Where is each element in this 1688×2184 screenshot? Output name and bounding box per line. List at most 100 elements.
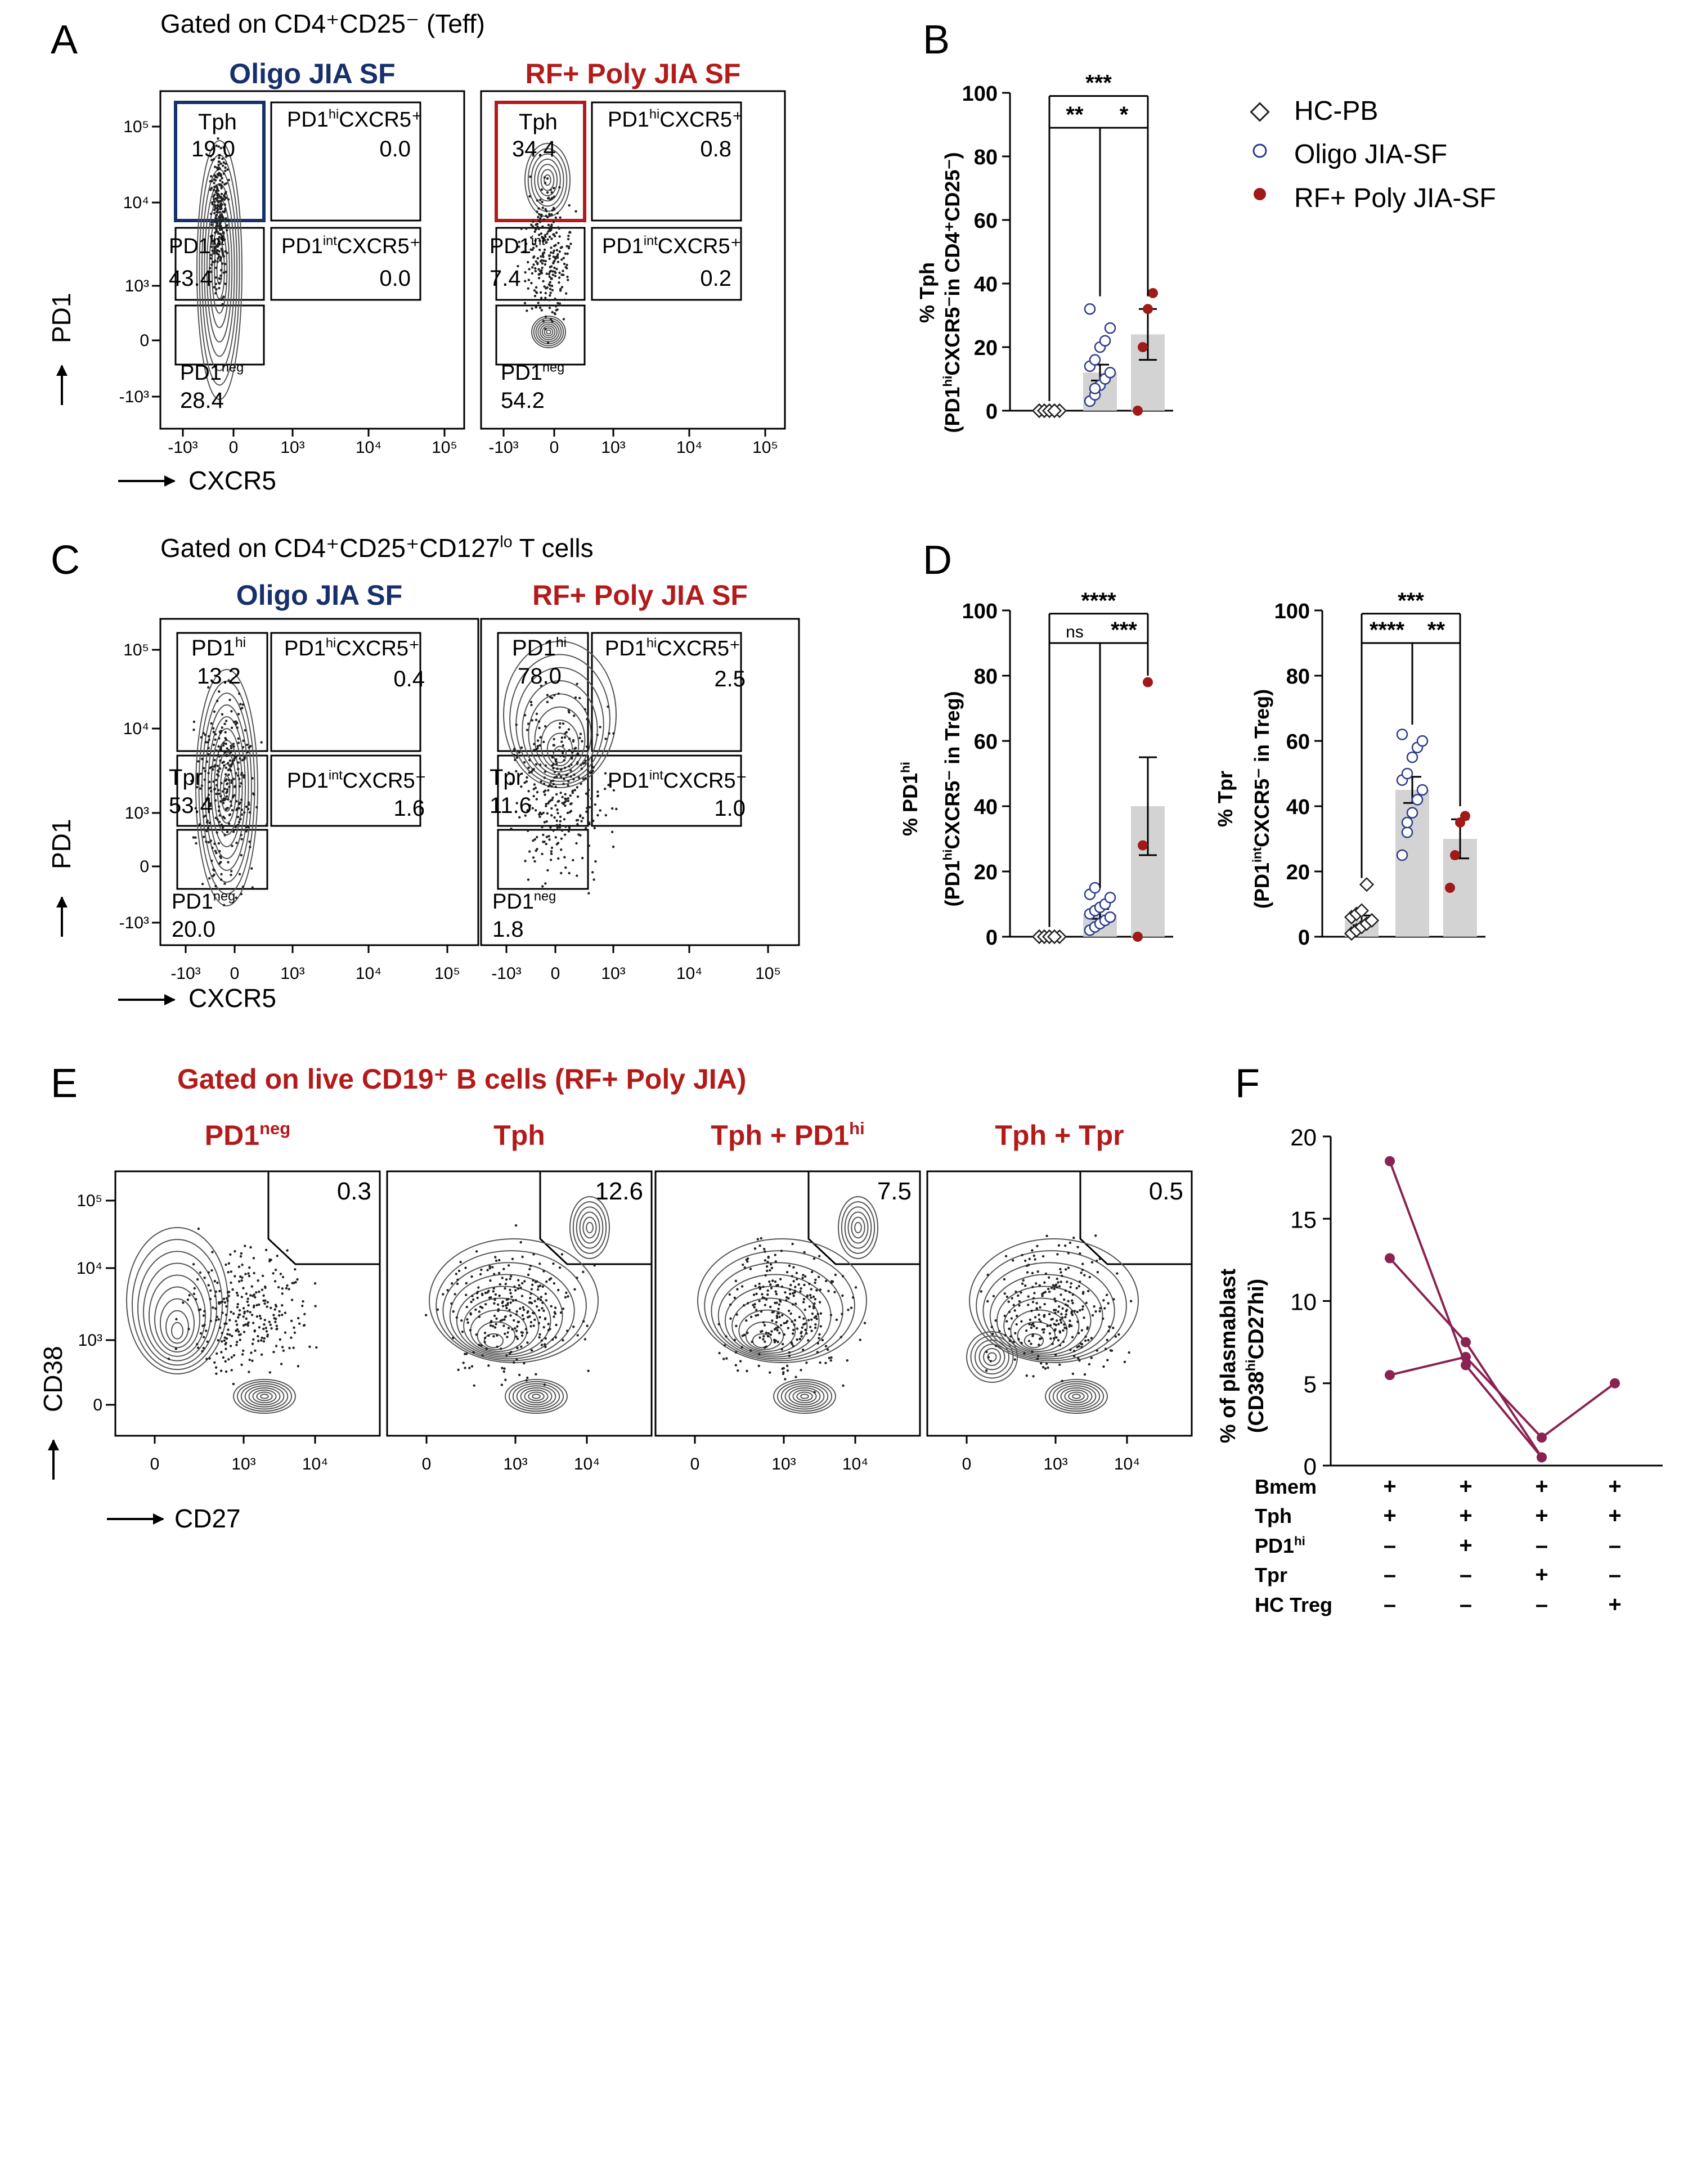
y-tick-label: -10³ xyxy=(119,388,149,406)
event-dot xyxy=(523,302,527,305)
event-dot xyxy=(225,1297,228,1300)
pd1int-cxcr5-gate xyxy=(591,227,742,301)
contour-line xyxy=(436,1250,587,1361)
event-dot xyxy=(211,249,214,252)
event-dot xyxy=(237,767,240,771)
event-dot xyxy=(550,284,554,287)
event-dot xyxy=(789,1283,792,1287)
event-dot xyxy=(815,1289,818,1292)
event-dot xyxy=(262,1327,265,1331)
event-dot xyxy=(571,756,573,759)
event-dot xyxy=(1050,1287,1053,1289)
event-dot xyxy=(1054,1311,1057,1315)
event-dot xyxy=(214,1319,218,1322)
event-dot xyxy=(517,1279,520,1282)
event-dot xyxy=(532,856,535,859)
event-dot xyxy=(554,275,557,277)
event-dots xyxy=(208,137,230,305)
event-dot xyxy=(275,1345,278,1347)
event-dot xyxy=(538,306,542,309)
event-dot xyxy=(217,810,221,812)
event-dot xyxy=(533,783,536,786)
event-dot xyxy=(519,1307,522,1310)
event-dot xyxy=(529,700,533,704)
event-dot xyxy=(252,1306,255,1309)
event-dot xyxy=(1084,1335,1087,1338)
pd1neg-gate xyxy=(497,829,589,890)
event-dot xyxy=(527,287,529,290)
event-dot xyxy=(238,785,241,788)
event-dot xyxy=(1099,1307,1102,1310)
event-dot xyxy=(208,877,211,880)
row-mark: + xyxy=(1608,1503,1621,1528)
event-dot xyxy=(1090,1261,1094,1264)
event-dot xyxy=(246,1297,249,1300)
contour-cluster xyxy=(969,1238,1139,1363)
gate-label: PD1intCXCR5⁺ xyxy=(287,768,427,793)
event-dot xyxy=(215,784,218,787)
event-dot xyxy=(213,186,216,188)
event-dot xyxy=(535,712,538,716)
event-dot xyxy=(493,1314,496,1317)
gate-label: PD1hiCXCR5⁺ xyxy=(608,107,743,132)
y-tick-label: 40 xyxy=(974,273,998,296)
event-dot xyxy=(1030,1326,1032,1329)
event-dot xyxy=(1129,1300,1133,1302)
event-dot xyxy=(553,208,556,211)
x-tick-label: 10⁴ xyxy=(356,964,381,983)
event-dot xyxy=(1071,1313,1074,1316)
event-dot xyxy=(549,294,551,297)
event-dot xyxy=(223,1301,227,1304)
event-dot xyxy=(585,826,587,830)
event-dot xyxy=(246,751,249,754)
event-dot xyxy=(1039,1320,1042,1323)
event-dot xyxy=(520,1295,524,1297)
event-dot xyxy=(249,1246,252,1249)
event-dot xyxy=(533,860,536,863)
event-dot xyxy=(758,1282,761,1286)
event-dot xyxy=(221,197,223,200)
event-dot xyxy=(540,232,543,235)
row-mark: + xyxy=(1535,1474,1548,1499)
event-dot xyxy=(542,240,545,243)
event-dot xyxy=(798,1315,801,1319)
event-dot xyxy=(246,1324,250,1327)
event-dot xyxy=(1034,1258,1036,1261)
event-dot xyxy=(551,196,554,200)
event-dot xyxy=(558,186,561,189)
event-dot xyxy=(804,1275,807,1278)
contour-line xyxy=(165,1310,189,1344)
plasmablast-value: 12.6 xyxy=(595,1178,643,1205)
event-dot xyxy=(219,277,222,280)
event-dot xyxy=(562,1307,565,1310)
event-dot xyxy=(196,1278,199,1281)
event-dots xyxy=(517,175,577,344)
event-dot xyxy=(208,780,211,784)
event-dot xyxy=(209,188,212,191)
event-dot xyxy=(231,1334,234,1338)
event-dot xyxy=(1032,1297,1035,1300)
data-point xyxy=(1401,816,1413,829)
event-dot xyxy=(1076,1346,1079,1349)
event-dot xyxy=(798,1337,801,1341)
event-dot xyxy=(789,1292,792,1296)
event-dot xyxy=(556,812,559,815)
event-dot xyxy=(278,1314,281,1317)
event-dot xyxy=(196,1343,199,1346)
gate-label: PD1neg xyxy=(172,889,235,914)
contour-cluster xyxy=(503,641,617,788)
event-dot xyxy=(525,227,528,230)
event-dot xyxy=(273,1308,276,1311)
contour-line xyxy=(1056,1385,1097,1408)
panel-letter-B: B xyxy=(923,17,950,62)
y-tick-label: 0 xyxy=(1298,926,1310,950)
event-dot xyxy=(1009,1335,1012,1338)
event-dot xyxy=(222,761,225,763)
event-dot xyxy=(216,765,219,767)
event-dot xyxy=(281,1292,284,1295)
event-dot xyxy=(538,1336,541,1339)
event-dot xyxy=(220,192,223,196)
event-dot xyxy=(560,848,563,851)
event-dot xyxy=(1071,1372,1075,1375)
